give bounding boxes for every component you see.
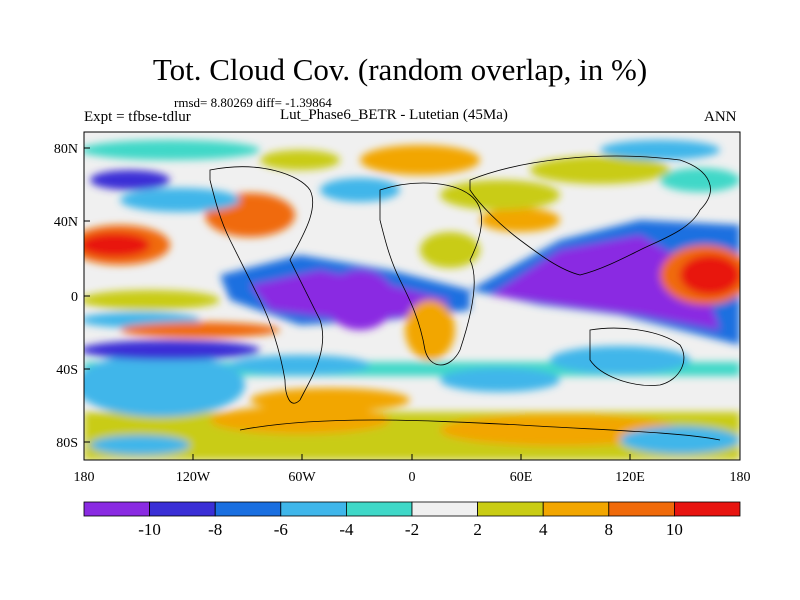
colorbar-label-9: 10: [666, 520, 683, 539]
colorbar-label-4: -4: [339, 520, 354, 539]
x-label-120e: 120E: [615, 470, 645, 485]
colorbar-label-7: 4: [539, 520, 548, 539]
plot-title: Tot. Cloud Cov. (random overlap, in %): [152, 52, 648, 87]
colorbar-box-7: [477, 501, 544, 517]
colorbar: [83, 501, 741, 517]
colorbar-box-4: [280, 501, 347, 517]
colorbar-box-6: [411, 501, 478, 517]
colorbar-box-5: [345, 501, 413, 517]
coastlines: [209, 155, 721, 441]
colorbar-box-1: [83, 501, 150, 517]
season-label: ANN: [704, 109, 737, 125]
colorbar-box-3: [214, 501, 282, 517]
y-label-40n: 40N: [54, 215, 78, 230]
plot-subtitle: Lut_Phase6_BETR - Lutetian (45Ma): [280, 107, 508, 123]
colorbar-box-9: [608, 501, 675, 517]
colorbar-label-5: -2: [405, 520, 419, 539]
axis-ticks: [83, 147, 741, 460]
x-label-0: 0: [409, 470, 416, 485]
x-label-180e: 180: [730, 470, 751, 485]
colorbar-label-2: -8: [208, 520, 222, 539]
x-label-60e: 60E: [510, 470, 533, 485]
x-label-120w: 120W: [176, 470, 211, 485]
stats-text: rmsd= 8.80269 diff= -1.39864: [174, 95, 332, 110]
colorbar-box-8: [542, 501, 610, 517]
colorbar-label-1: -10: [138, 520, 161, 539]
colorbar-box-10: [674, 501, 741, 517]
y-label-0: 0: [71, 290, 78, 305]
map-field: [84, 132, 740, 460]
colorbar-label-6: 2: [473, 520, 482, 539]
experiment-label: Expt = tfbse-tdlur: [84, 109, 191, 125]
y-label-80n: 80N: [54, 142, 78, 157]
colorbar-label-8: 8: [605, 520, 614, 539]
colorbar-box-2: [149, 501, 216, 517]
y-label-40s: 40S: [56, 363, 78, 378]
y-label-80s: 80S: [56, 436, 78, 451]
x-label-180w: 180: [74, 470, 95, 485]
colorbar-label-3: -6: [274, 520, 288, 539]
x-label-60w: 60W: [288, 470, 316, 485]
